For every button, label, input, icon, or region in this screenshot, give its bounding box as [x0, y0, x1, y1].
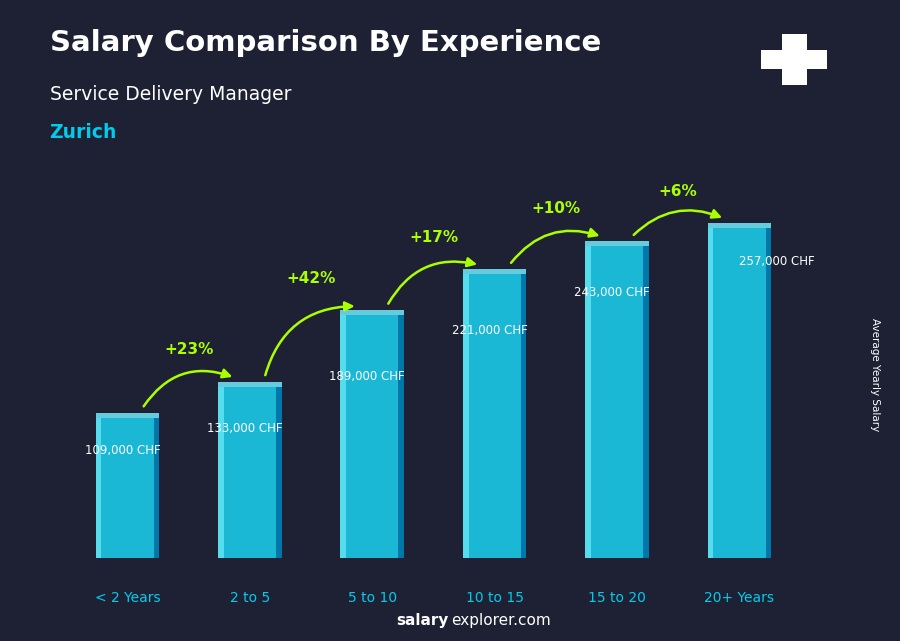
- Bar: [340, 315, 346, 558]
- Bar: [585, 246, 649, 558]
- Text: explorer.com: explorer.com: [452, 613, 551, 628]
- Bar: [585, 241, 649, 246]
- Text: +10%: +10%: [531, 201, 580, 217]
- Bar: [761, 50, 827, 69]
- Text: 189,000 CHF: 189,000 CHF: [329, 370, 405, 383]
- Bar: [218, 387, 224, 558]
- Bar: [782, 33, 806, 85]
- Bar: [95, 418, 102, 558]
- Bar: [707, 223, 771, 228]
- Text: 10 to 15: 10 to 15: [465, 591, 524, 605]
- Bar: [154, 418, 159, 558]
- Bar: [340, 310, 404, 315]
- Text: +6%: +6%: [659, 184, 698, 199]
- Text: Average Yearly Salary: Average Yearly Salary: [869, 319, 880, 431]
- Text: salary: salary: [396, 613, 448, 628]
- Text: 2 to 5: 2 to 5: [230, 591, 270, 605]
- Text: +23%: +23%: [164, 342, 213, 358]
- Text: Salary Comparison By Experience: Salary Comparison By Experience: [50, 29, 601, 57]
- Text: Service Delivery Manager: Service Delivery Manager: [50, 85, 291, 104]
- Text: 257,000 CHF: 257,000 CHF: [740, 254, 815, 268]
- Text: +17%: +17%: [409, 229, 458, 245]
- Text: 133,000 CHF: 133,000 CHF: [207, 422, 283, 435]
- Bar: [463, 269, 526, 274]
- Text: 109,000 CHF: 109,000 CHF: [85, 444, 160, 457]
- Text: Zurich: Zurich: [50, 123, 117, 142]
- Text: < 2 Years: < 2 Years: [94, 591, 160, 605]
- Text: +42%: +42%: [286, 271, 336, 286]
- Bar: [95, 418, 159, 558]
- Bar: [463, 274, 526, 558]
- Bar: [644, 246, 649, 558]
- Bar: [707, 228, 771, 558]
- Bar: [218, 387, 282, 558]
- Bar: [521, 274, 526, 558]
- Bar: [707, 228, 714, 558]
- Bar: [463, 274, 469, 558]
- Text: 15 to 20: 15 to 20: [588, 591, 646, 605]
- Text: 221,000 CHF: 221,000 CHF: [452, 324, 527, 337]
- Bar: [218, 382, 282, 387]
- Bar: [95, 413, 159, 418]
- Text: 5 to 10: 5 to 10: [347, 591, 397, 605]
- Bar: [585, 246, 591, 558]
- Bar: [399, 315, 404, 558]
- Bar: [340, 315, 404, 558]
- Text: 20+ Years: 20+ Years: [705, 591, 774, 605]
- Bar: [276, 387, 282, 558]
- Bar: [766, 228, 771, 558]
- Text: 243,000 CHF: 243,000 CHF: [574, 286, 650, 299]
